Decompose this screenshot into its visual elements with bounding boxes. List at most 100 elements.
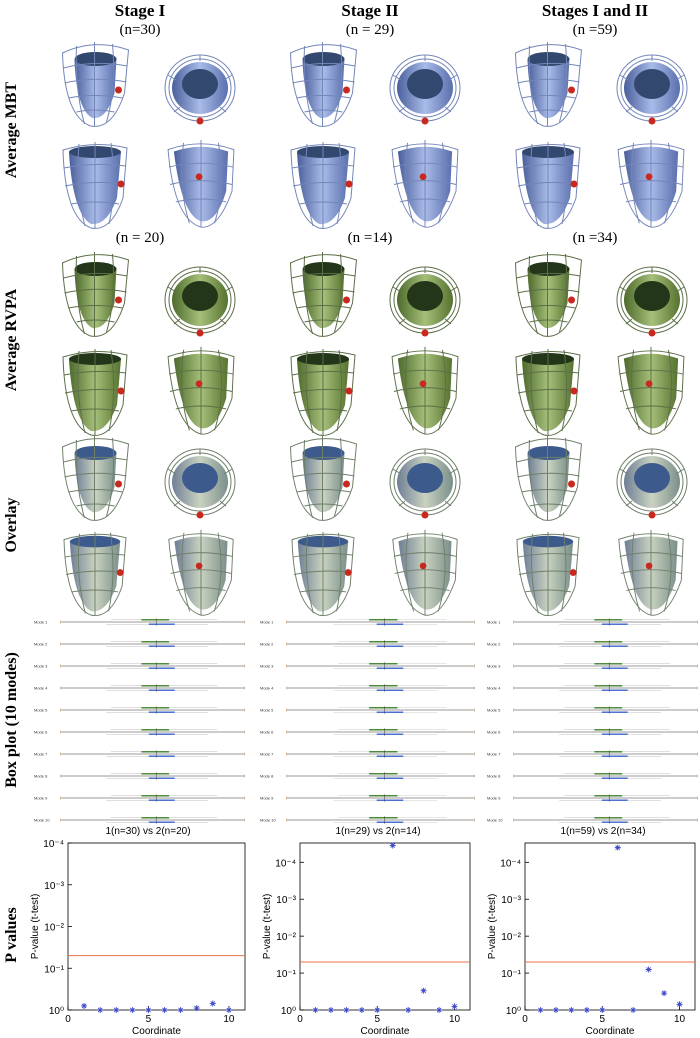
- point: [209, 1000, 216, 1007]
- mode-label: Mode 7: [487, 752, 501, 757]
- box-row: [286, 617, 475, 627]
- heart-mbt: [168, 139, 234, 228]
- point: [451, 1003, 458, 1010]
- heart-rvpa: [62, 252, 129, 337]
- mode-label: Mode 6: [487, 730, 501, 735]
- mode-label: Mode 10: [34, 818, 50, 823]
- x-tick-label: 10: [223, 1014, 235, 1025]
- x-axis-label: Coordinate: [586, 1026, 635, 1037]
- y-tick-label: 10⁻²: [501, 932, 521, 943]
- row-label: Average MBT: [3, 82, 20, 178]
- box-row: [286, 771, 475, 781]
- heart-rvpa: [618, 346, 684, 435]
- y-tick-label: 10⁻¹: [276, 969, 296, 980]
- mode-label: Mode 7: [34, 752, 48, 757]
- y-tick-label: 10⁻³: [501, 895, 521, 906]
- box-row: [513, 661, 698, 671]
- column-n: (n =34): [573, 230, 618, 246]
- box-row: [286, 815, 475, 825]
- point: [537, 1007, 544, 1013]
- point: [630, 1007, 637, 1013]
- heart-overlay: [392, 529, 458, 616]
- boxplot-title: 1(n=29) vs 2(n=14): [335, 826, 420, 837]
- heart-overlay: [64, 531, 126, 616]
- box-row: [286, 749, 475, 759]
- x-tick-label: 0: [65, 1014, 71, 1025]
- mode-label: Mode 7: [260, 752, 274, 757]
- point: [583, 1007, 590, 1013]
- box-row: [513, 749, 698, 759]
- y-tick-label: 10⁰: [506, 1006, 521, 1017]
- point: [436, 1007, 443, 1013]
- column-n: (n =59): [573, 22, 618, 38]
- x-tick-label: 0: [522, 1014, 528, 1025]
- mode-label: Mode 5: [34, 708, 48, 713]
- heart-rvpa: [617, 267, 687, 337]
- box-row: [60, 661, 245, 671]
- y-tick-label: 10⁻⁴: [500, 858, 521, 869]
- box-row: [286, 705, 475, 715]
- mode-label: Mode 4: [260, 686, 274, 691]
- heart-overlay: [62, 436, 129, 521]
- heart-rvpa: [390, 267, 460, 337]
- column-n: (n =14): [348, 230, 393, 246]
- x-tick-label: 5: [146, 1014, 152, 1025]
- column-title: Stages I and II: [542, 1, 649, 20]
- box-row: [513, 639, 698, 649]
- heart-rvpa: [291, 349, 355, 436]
- mode-label: Mode 4: [34, 686, 48, 691]
- point: [676, 1001, 683, 1008]
- heart-mbt: [63, 142, 127, 229]
- y-axis-label: P-value (t-test): [262, 894, 273, 960]
- box-row: [60, 683, 245, 693]
- heart-panels: [62, 42, 687, 616]
- mode-label: Mode 6: [260, 730, 274, 735]
- heart-rvpa: [165, 267, 235, 337]
- mode-label: Mode 2: [34, 642, 48, 647]
- heart-overlay: [617, 449, 687, 519]
- box-row: [513, 683, 698, 693]
- column-n: (n = 20): [116, 230, 164, 246]
- heart-overlay: [515, 436, 582, 521]
- mode-label: Mode 6: [34, 730, 48, 735]
- mode-label: Mode 1: [260, 620, 274, 625]
- heart-mbt: [62, 42, 129, 127]
- mode-label: Mode 5: [487, 708, 501, 713]
- column-title: Stage II: [341, 1, 399, 20]
- y-tick-label: 10⁻²: [44, 923, 64, 934]
- point: [81, 1002, 88, 1009]
- boxplot-title: 1(n=30) vs 2(n=20): [105, 826, 190, 837]
- heart-overlay: [168, 529, 234, 616]
- box-row: [513, 793, 698, 803]
- y-tick-label: 10⁻³: [44, 881, 64, 892]
- heart-overlay: [292, 531, 354, 616]
- y-axis-label: P-value (t-test): [30, 894, 41, 960]
- heart-mbt: [165, 55, 235, 125]
- box-row: [513, 771, 698, 781]
- heart-rvpa: [290, 252, 357, 337]
- heart-mbt: [392, 139, 458, 228]
- x-tick-label: 5: [374, 1014, 380, 1025]
- point: [568, 1007, 575, 1013]
- point: [552, 1007, 559, 1013]
- y-tick-label: 10⁻¹: [44, 964, 64, 975]
- box-row: [286, 661, 475, 671]
- heart-mbt: [290, 42, 357, 127]
- point: [145, 1007, 152, 1013]
- column-n: (n=30): [120, 22, 161, 38]
- point: [645, 966, 652, 973]
- box-row: [513, 705, 698, 715]
- row-label: Box plot (10 modes): [3, 652, 20, 788]
- plot-frame: [67, 842, 246, 1011]
- point: [97, 1007, 104, 1013]
- box-row: [60, 793, 245, 803]
- mode-label: Mode 9: [487, 796, 501, 801]
- heart-overlay: [165, 449, 235, 519]
- box-row: [513, 727, 698, 737]
- x-tick-label: 5: [599, 1014, 605, 1025]
- boxplot-title: 1(n=59) vs 2(n=34): [560, 826, 645, 837]
- point: [614, 844, 621, 851]
- mode-label: Mode 8: [260, 774, 274, 779]
- x-tick-label: 10: [674, 1014, 686, 1025]
